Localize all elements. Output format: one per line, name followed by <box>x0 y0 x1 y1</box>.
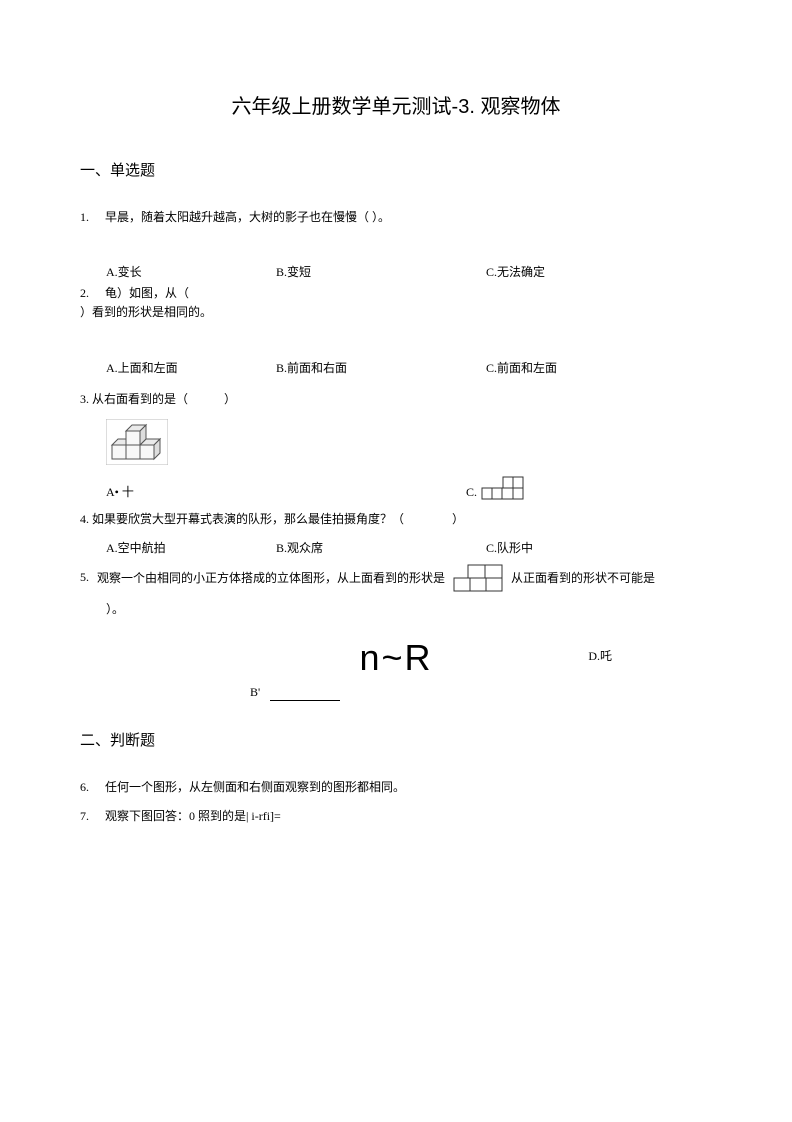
q1-opt-b: B.变短 <box>276 263 486 280</box>
q3-opt-c-label: C. <box>466 485 477 500</box>
question-6: 6. 任何一个图形，从左侧面和右侧面观察到的图形都相同。 <box>80 778 712 797</box>
question-4: 4. 如果要欣赏大型开幕式表演的队形，那么最佳拍摄角度？（ ） <box>80 510 712 529</box>
q1-text: 早晨，随着太阳越升越高，大树的影子也在慢慢（ ）。 <box>105 210 390 224</box>
page-title: 六年级上册数学单元测试-3. 观察物体 <box>80 90 712 119</box>
q1-num: 1. <box>80 208 102 227</box>
question-3: 3. 从右面看到的是（ ） <box>80 390 712 409</box>
q5-opt-d: D.吒 <box>588 647 612 664</box>
q5-paren: ）。 <box>106 600 712 619</box>
q3-opt-c: C. <box>466 476 525 500</box>
question-2: 2. 龟）如图，从（ ）看到的形状是相同的。 <box>80 284 712 322</box>
q7-num: 7. <box>80 807 102 826</box>
q3-num: 3. <box>80 392 89 406</box>
q5-big-text: n~R <box>80 637 712 679</box>
section-1-heading: 一、单选题 <box>80 159 712 180</box>
q1-options: A.变长 B.变短 C.无法确定 <box>106 263 712 280</box>
question-5: 5. 观察一个由相同的小正方体搭成的立体图形，从上面看到的形状是 从正面看到的形… <box>80 564 712 592</box>
cube-stack-icon <box>106 419 168 465</box>
q6-text: 任何一个图形，从左侧面和右侧面观察到的图形都相同。 <box>105 780 405 794</box>
q5-num: 5. <box>80 570 89 585</box>
q3-options: A• 十 C. <box>106 476 712 500</box>
q3-text: 从右面看到的是（ ） <box>92 392 236 406</box>
q2-text2: ）看到的形状是相同的。 <box>80 305 212 319</box>
question-1: 1. 早晨，随着太阳越升越高，大树的影子也在慢慢（ ）。 <box>80 208 712 227</box>
q7-text: 观察下图回答：0 照到的是| i-rfi]= <box>105 809 281 823</box>
q4-num: 4. <box>80 512 89 526</box>
q3-opt-c-grid-icon <box>481 476 525 500</box>
question-7: 7. 观察下图回答：0 照到的是| i-rfi]= <box>80 807 712 826</box>
q5-top-view-icon <box>453 564 503 592</box>
q2-options: A.上面和左面 B.前面和右面 C.前面和左面 <box>106 359 712 376</box>
q2-text1: 龟）如图，从（ <box>105 286 189 300</box>
q4-opt-b: B.观众席 <box>276 539 486 556</box>
q5-underline <box>270 700 340 701</box>
q2-num: 2. <box>80 284 102 303</box>
q6-num: 6. <box>80 778 102 797</box>
q1-opt-c: C.无法确定 <box>486 263 646 280</box>
q2-opt-a: A.上面和左面 <box>106 359 276 376</box>
q2-opt-b: B.前面和右面 <box>276 359 486 376</box>
q3-opt-a: A• 十 <box>106 483 466 500</box>
q5-opt-b: B' <box>250 685 260 700</box>
q2-opt-c: C.前面和左面 <box>486 359 646 376</box>
q5-text1: 观察一个由相同的小正方体搭成的立体图形，从上面看到的形状是 <box>97 569 445 586</box>
q1-opt-a: A.变长 <box>106 263 276 280</box>
q4-options: A.空中航拍 B.观众席 C.队形中 <box>106 539 712 556</box>
q3-cube-figure <box>106 419 712 470</box>
q5-text2: 从正面看到的形状不可能是 <box>511 569 655 586</box>
q4-text: 如果要欣赏大型开幕式表演的队形，那么最佳拍摄角度？（ ） <box>92 512 464 526</box>
section-2-heading: 二、判断题 <box>80 729 712 750</box>
q4-opt-a: A.空中航拍 <box>106 539 276 556</box>
q4-opt-c: C.队形中 <box>486 539 646 556</box>
